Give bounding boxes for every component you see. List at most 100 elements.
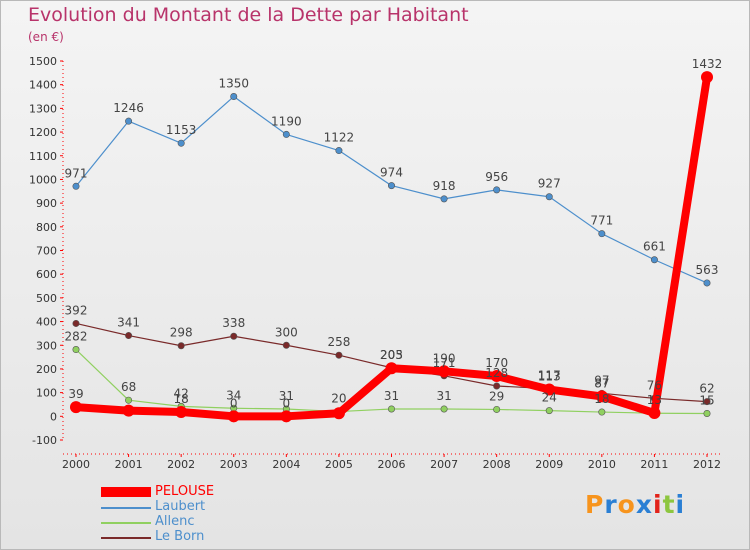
data-label-laubert: 971 — [65, 166, 88, 180]
data-point-laubert — [545, 193, 553, 201]
data-label-pelouse: 1432 — [692, 57, 723, 71]
data-label-pelouse: 203 — [380, 348, 403, 362]
data-label-allenc: 31 — [279, 389, 294, 403]
x-tick-label: 2000 — [62, 458, 90, 471]
data-label-laubert: 974 — [380, 166, 403, 180]
data-label-allenc: 15 — [699, 393, 714, 407]
logo-letter: t — [662, 490, 676, 519]
data-label-pelouse: 0 — [230, 396, 238, 410]
legend-swatch-le-born — [101, 537, 151, 539]
y-tick-label: -100 — [32, 434, 57, 447]
data-point-laubert — [387, 182, 395, 190]
logo-letter: o — [617, 490, 636, 519]
x-tick-label: 2007 — [430, 458, 458, 471]
data-point-pelouse — [227, 410, 240, 423]
data-label-pelouse: 87 — [594, 376, 609, 390]
x-tick-label: 2012 — [693, 458, 721, 471]
x-tick-label: 2005 — [325, 458, 353, 471]
data-point-allenc — [493, 405, 501, 413]
data-point-allenc — [125, 396, 133, 404]
data-point-allenc — [598, 408, 606, 416]
chart-subtitle: (en €) — [28, 30, 64, 44]
data-label-laubert: 661 — [643, 240, 666, 254]
legend-item-laubert: Laubert — [101, 499, 301, 515]
data-label-pelouse: 18 — [174, 392, 189, 406]
legend: PELOUSE Laubert Allenc Le Born — [101, 484, 301, 545]
data-point-laubert — [230, 93, 238, 101]
data-label-le-born: 338 — [222, 316, 245, 330]
data-label-allenc: 31 — [384, 389, 399, 403]
logo-letter: i — [653, 490, 663, 519]
y-tick-label: 1400 — [29, 79, 57, 92]
data-label-allenc: 31 — [436, 389, 451, 403]
x-tick-label: 2006 — [378, 458, 406, 471]
data-point-le-born — [230, 332, 238, 340]
data-point-le-born — [335, 351, 343, 359]
data-label-le-born: 258 — [327, 335, 350, 349]
x-tick-label: 2010 — [588, 458, 616, 471]
data-label-pelouse: 0 — [283, 396, 291, 410]
data-label-le-born: 117 — [538, 369, 561, 383]
data-point-le-born — [703, 398, 711, 406]
data-label-le-born: 298 — [170, 326, 193, 340]
data-label-laubert: 1190 — [271, 114, 302, 128]
x-tick-label: 2004 — [272, 458, 300, 471]
x-tick-label: 2002 — [167, 458, 195, 471]
x-tick-label: 2003 — [220, 458, 248, 471]
y-tick-label: 300 — [36, 339, 57, 352]
logo-letter: P — [585, 490, 605, 519]
data-label-laubert: 1153 — [166, 123, 197, 137]
data-label-pelouse: 170 — [485, 356, 508, 370]
data-label-le-born: 341 — [117, 316, 140, 330]
data-label-le-born: 205 — [380, 348, 403, 362]
data-label-allenc: 20 — [331, 392, 346, 406]
data-point-pelouse — [70, 401, 82, 414]
y-tick-label: 1200 — [29, 126, 57, 139]
data-label-laubert: 771 — [590, 214, 613, 228]
data-point-allenc — [545, 407, 553, 415]
data-label-le-born: 97 — [594, 373, 609, 387]
logo-letter: r — [604, 490, 618, 519]
chart-title: Evolution du Montant de la Dette par Hab… — [28, 4, 469, 26]
data-label-pelouse: 113 — [538, 370, 561, 384]
data-point-laubert — [282, 130, 290, 138]
data-label-laubert: 1350 — [218, 77, 249, 91]
data-point-allenc — [387, 405, 395, 413]
y-tick-label: 1500 — [29, 55, 57, 68]
data-label-allenc: 42 — [174, 386, 189, 400]
data-label-laubert: 563 — [696, 263, 719, 277]
legend-swatch-allenc — [101, 522, 151, 524]
data-point-laubert — [177, 139, 185, 147]
y-tick-label: 1300 — [29, 102, 57, 115]
x-tick-label: 2011 — [640, 458, 668, 471]
data-label-le-born: 171 — [433, 356, 456, 370]
data-label-allenc: 34 — [226, 388, 241, 402]
data-label-allenc: 29 — [489, 389, 504, 403]
data-point-pelouse — [438, 365, 451, 378]
data-label-laubert: 918 — [433, 179, 456, 193]
data-point-laubert — [335, 147, 343, 155]
data-point-allenc — [703, 409, 711, 417]
data-label-le-born: 76 — [647, 378, 662, 392]
y-tick-label: 900 — [36, 197, 57, 210]
data-label-allenc: 18 — [594, 392, 609, 406]
y-tick-label: 400 — [36, 316, 57, 329]
y-tick-label: 500 — [36, 292, 57, 305]
data-point-le-born — [125, 332, 133, 340]
data-point-laubert — [72, 182, 80, 190]
data-point-laubert — [703, 279, 711, 287]
logo-letter: x — [635, 490, 653, 519]
y-tick-label: 1000 — [29, 173, 57, 186]
data-point-pelouse — [175, 406, 188, 419]
y-tick-label: 100 — [36, 387, 57, 400]
legend-swatch-pelouse — [101, 487, 151, 497]
data-point-laubert — [440, 195, 448, 203]
data-point-laubert — [598, 230, 606, 238]
data-label-le-born: 300 — [275, 325, 298, 339]
data-label-laubert: 927 — [538, 177, 561, 191]
legend-label-pelouse: PELOUSE — [155, 484, 215, 499]
y-tick-label: 1100 — [29, 150, 57, 163]
logo-letter: i — [675, 490, 686, 519]
data-point-pelouse — [122, 404, 135, 417]
